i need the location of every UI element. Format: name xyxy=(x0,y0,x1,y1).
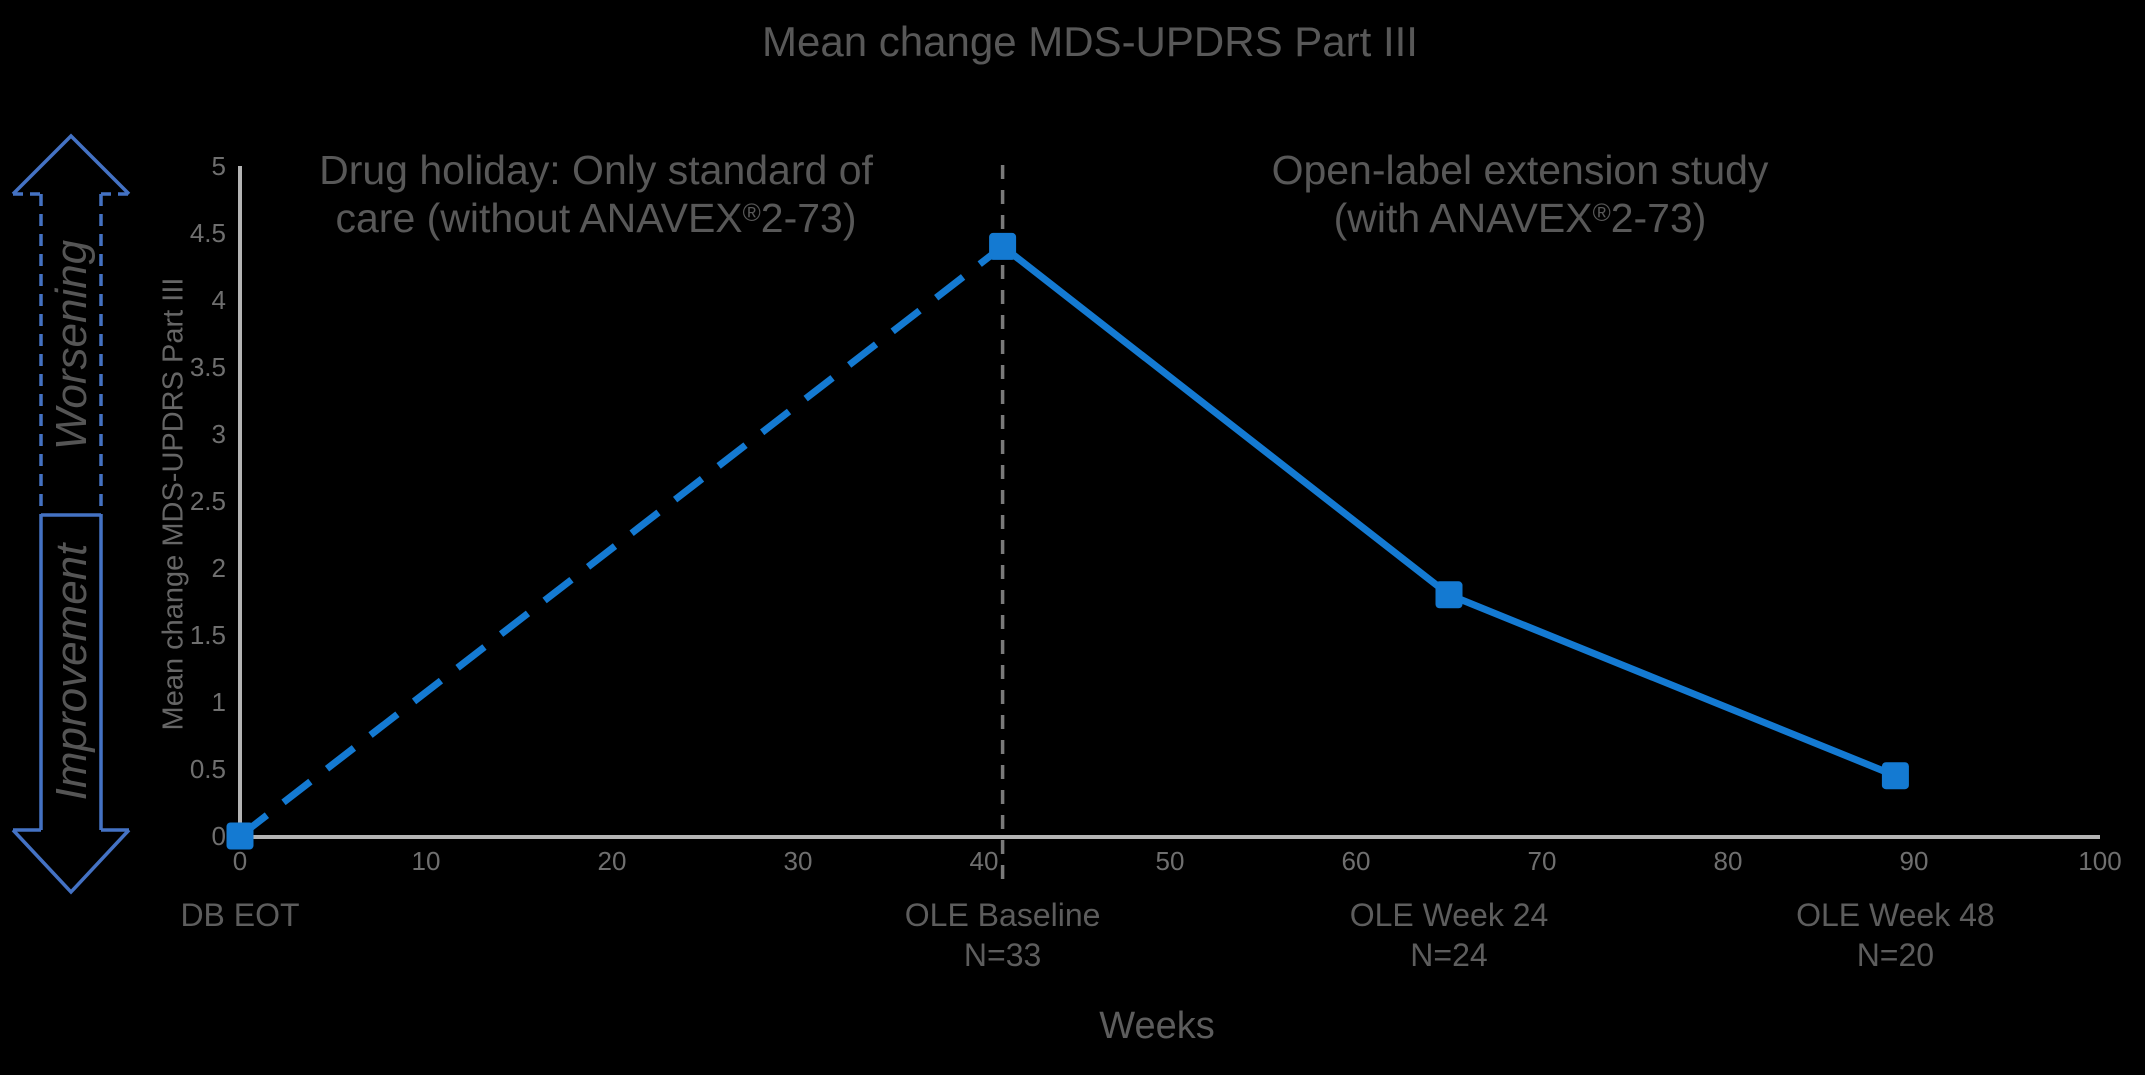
data-point-marker xyxy=(1881,762,1909,790)
x-tick-label-90: 90 xyxy=(1899,846,1929,876)
timepoint-label: OLE Baseline xyxy=(904,897,1101,933)
y-tick-label-1.5: 1.5 xyxy=(189,620,226,650)
timepoint-n-label: N=20 xyxy=(1856,937,1935,973)
timepoint-label: OLE Week 48 xyxy=(1796,897,1995,933)
timepoint-label: OLE Week 24 xyxy=(1349,897,1549,933)
series-line-dashed xyxy=(237,243,1005,839)
x-axis-title: Weeks xyxy=(1099,1005,1215,1047)
x-tick-label-40: 40 xyxy=(969,846,999,876)
annotation-open-label: Open-label extension study (with ANAVEX®… xyxy=(1140,146,1900,242)
data-point-marker xyxy=(989,232,1017,260)
x-tick-label-0: 0 xyxy=(232,846,248,876)
x-tick-label-100: 100 xyxy=(2078,846,2122,876)
annotation-drug-holiday-line2: care (without ANAVEX®2-73) xyxy=(335,195,857,241)
annotation-open-label-line1: Open-label extension study xyxy=(1271,147,1769,193)
down-arrowhead xyxy=(11,828,131,895)
y-tick-label-4: 4 xyxy=(211,285,226,315)
y-tick-label-2: 2 xyxy=(211,553,226,583)
x-tick-label-80: 80 xyxy=(1713,846,1743,876)
chart-title: Mean change MDS-UPDRS Part III xyxy=(762,18,1418,65)
data-point-marker xyxy=(226,822,254,850)
arrow-body-lower xyxy=(39,515,103,830)
annotation-drug-holiday: Drug holiday: Only standard of care (wit… xyxy=(216,146,976,242)
y-tick-label-0: 0 xyxy=(211,821,226,851)
registered-trademark-symbol: ® xyxy=(1592,199,1611,227)
x-tick-label-10: 10 xyxy=(411,846,441,876)
y-tick-label-4.5: 4.5 xyxy=(189,218,226,248)
x-tick-label-20: 20 xyxy=(597,846,627,876)
data-point-marker xyxy=(1435,581,1463,609)
y-tick-label-0.5: 0.5 xyxy=(189,754,226,784)
series-line-solid xyxy=(1000,243,1897,779)
annotation-drug-holiday-line1: Drug holiday: Only standard of xyxy=(319,147,873,193)
x-tick-label-70: 70 xyxy=(1527,846,1557,876)
registered-trademark-symbol: ® xyxy=(742,199,761,227)
y-tick-label-1: 1 xyxy=(211,687,226,717)
timepoint-label: DB EOT xyxy=(180,897,300,933)
up-arrowhead xyxy=(11,133,131,196)
x-tick-label-60: 60 xyxy=(1341,846,1371,876)
y-tick-label-3: 3 xyxy=(211,419,226,449)
x-tick-label-50: 50 xyxy=(1155,846,1185,876)
timepoint-n-label: N=33 xyxy=(963,937,1042,973)
y-tick-label-2.5: 2.5 xyxy=(189,486,226,516)
annotation-open-label-line2: (with ANAVEX®2-73) xyxy=(1333,195,1707,241)
timepoint-n-label: N=24 xyxy=(1410,937,1488,973)
x-tick-label-30: 30 xyxy=(783,846,813,876)
y-tick-label-3.5: 3.5 xyxy=(189,352,226,382)
arrow-body-upper-dashed xyxy=(39,194,103,515)
y-tick-label-5: 5 xyxy=(211,151,226,181)
